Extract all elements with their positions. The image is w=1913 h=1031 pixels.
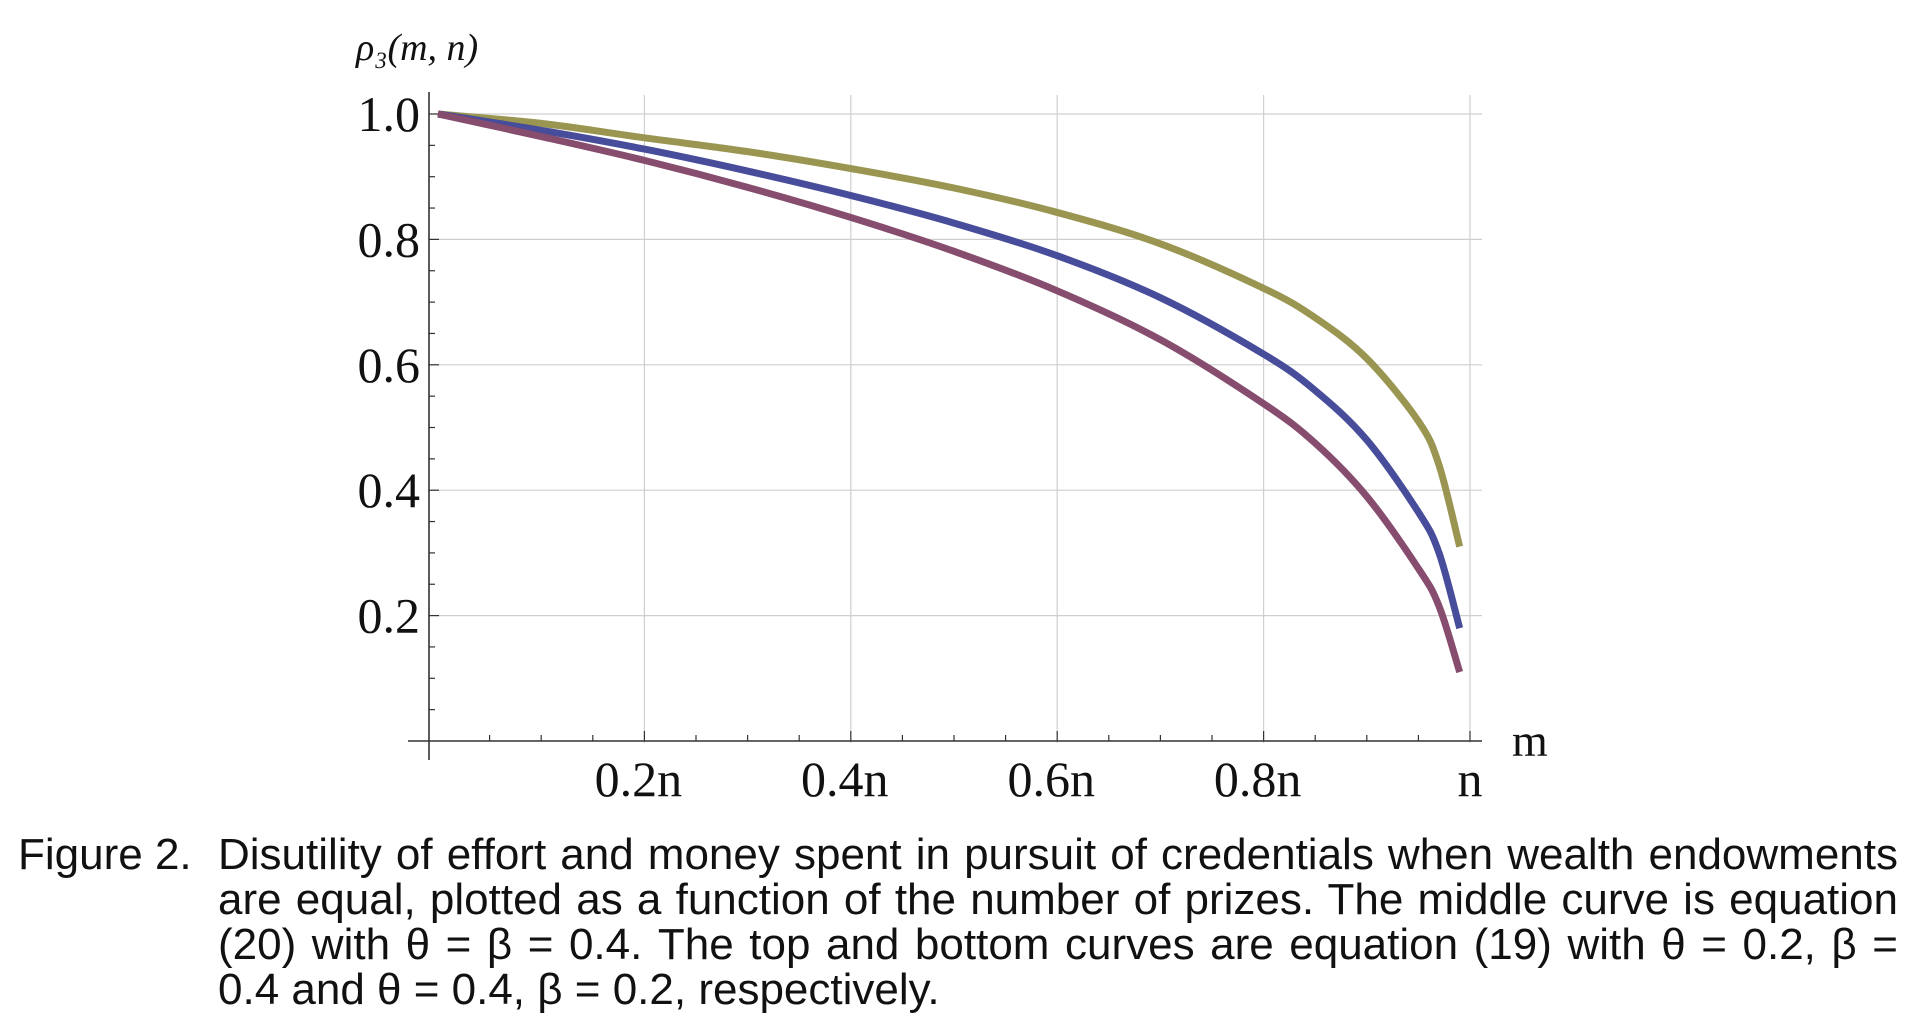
grid <box>428 95 1482 743</box>
x-tick-label-2: 0.6n <box>1007 751 1095 807</box>
x-tick-label-4: n <box>1458 751 1483 807</box>
x-tick-label-1: 0.4n <box>801 751 889 807</box>
caption-text: Disutility of effort and money spent in … <box>218 830 1898 1014</box>
series-lines <box>437 110 1464 674</box>
x-tick-label-3: 0.8n <box>1214 751 1302 807</box>
y-tick-label-2: 0.6 <box>358 337 421 393</box>
y-tick-label-4: 1.0 <box>358 86 421 142</box>
x-axis-title: m <box>1512 715 1548 766</box>
caption-label: Figure 2. <box>18 830 192 879</box>
y-axis-title: ρ₃(m, n) <box>355 27 478 69</box>
line-chart: 0.2n 0.4n 0.6n 0.8n n 0.2 0.4 0.6 0.8 1.0 ρ₃(m, n… <box>355 27 1548 807</box>
y-tick-label-0: 0.2 <box>358 588 421 644</box>
x-tick-label-0: 0.2n <box>595 751 683 807</box>
axes <box>408 92 1482 760</box>
series-line-1 <box>437 110 1464 630</box>
series-line-2 <box>437 110 1464 674</box>
series-line-0 <box>437 110 1464 548</box>
figure-caption: Figure 2. Disutility of effort and money… <box>18 832 1898 1012</box>
tick-labels: 0.2n 0.4n 0.6n 0.8n n 0.2 0.4 0.6 0.8 1.0 <box>358 86 1483 807</box>
y-tick-label-1: 0.4 <box>358 462 421 518</box>
y-tick-label-3: 0.8 <box>358 211 421 267</box>
